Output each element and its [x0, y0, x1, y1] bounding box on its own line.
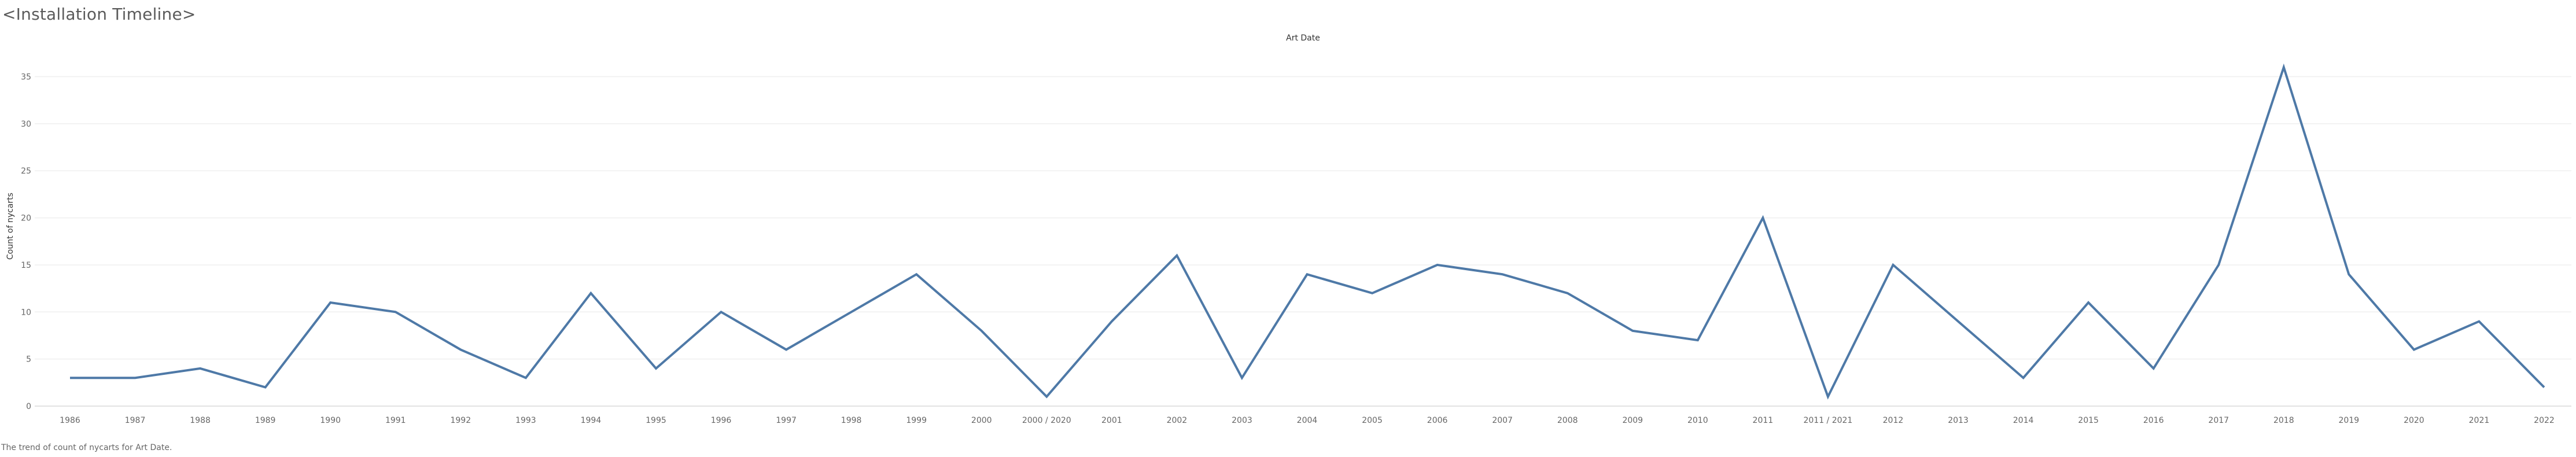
x-axis-ticks: 1986 1987 1988 1989 1990 1991 1992 1993 1994 1995… [60, 416, 2555, 425]
data-point[interactable] [718, 308, 725, 315]
data-point[interactable] [1955, 318, 1962, 325]
y-tick-label: 15 [21, 261, 31, 270]
data-point[interactable] [1369, 290, 1376, 297]
data-point[interactable] [1173, 252, 1180, 259]
data-point[interactable] [978, 327, 985, 334]
x-tick-label: 2017 [2208, 416, 2229, 425]
x-tick-label: 2012 [1883, 416, 1904, 425]
chart-title: Art Date [1286, 34, 1320, 43]
x-tick-label: 1999 [906, 416, 927, 425]
x-tick-label: 2022 [2534, 416, 2555, 425]
x-tick-label: 1996 [711, 416, 732, 425]
x-tick-label: 1997 [776, 416, 797, 425]
x-tick-label: 2016 [2143, 416, 2164, 425]
data-point[interactable] [2150, 365, 2157, 372]
data-point[interactable] [653, 365, 659, 372]
data-point[interactable] [1108, 318, 1115, 325]
data-point[interactable] [2020, 374, 2027, 381]
x-tick-label: 2008 [1557, 416, 1578, 425]
data-point[interactable] [457, 346, 464, 353]
chart-caption: The trend of count of nycarts for Art Da… [1, 443, 172, 452]
data-point[interactable] [1564, 290, 1571, 297]
x-tick-label: 2001 [1101, 416, 1122, 425]
x-tick-label: 1991 [385, 416, 406, 425]
data-point[interactable] [392, 308, 399, 315]
x-tick-label: 2021 [2469, 416, 2490, 425]
x-tick-label: 1988 [190, 416, 211, 425]
x-tick-label: 2015 [2078, 416, 2099, 425]
x-tick-label: 1995 [646, 416, 666, 425]
data-point[interactable] [2280, 64, 2287, 71]
data-point[interactable] [522, 374, 529, 381]
data-point[interactable] [67, 374, 73, 381]
data-point[interactable] [2411, 346, 2417, 353]
x-tick-label: 2018 [2273, 416, 2294, 425]
y-tick-label: 10 [21, 308, 31, 317]
x-tick-label: 1994 [581, 416, 602, 425]
data-point[interactable] [2345, 271, 2352, 278]
data-point[interactable] [913, 271, 920, 278]
x-tick-label: 1987 [125, 416, 146, 425]
y-axis-title: Count of nycarts [6, 193, 15, 260]
series-line [70, 63, 2545, 400]
y-tick-label: 35 [21, 73, 31, 82]
data-point[interactable] [783, 346, 790, 353]
y-axis-ticks: 0 5 10 15 20 25 30 35 [21, 73, 31, 411]
data-point[interactable] [327, 299, 334, 306]
data-point[interactable] [2541, 384, 2548, 390]
y-tick-label: 30 [21, 120, 31, 129]
data-point[interactable] [1239, 374, 1245, 381]
x-tick-label: 2000 [971, 416, 992, 425]
x-tick-label: 1990 [320, 416, 341, 425]
x-tick-label: 2004 [1297, 416, 1318, 425]
gridlines [35, 76, 2571, 407]
x-tick-label: 2013 [1948, 416, 1969, 425]
x-tick-label: 1992 [450, 416, 471, 425]
data-point[interactable] [1825, 393, 1831, 400]
x-tick-label: 1998 [841, 416, 862, 425]
series-layer [67, 63, 2548, 400]
data-point[interactable] [1629, 327, 1636, 334]
x-tick-label: 2010 [1687, 416, 1708, 425]
data-point[interactable] [848, 308, 855, 315]
data-point[interactable] [1694, 337, 1701, 344]
data-point[interactable] [2085, 299, 2092, 306]
x-tick-label: 2006 [1427, 416, 1448, 425]
x-tick-label: 2019 [2339, 416, 2360, 425]
data-point[interactable] [1759, 215, 1766, 222]
data-point[interactable] [2215, 261, 2222, 268]
y-tick-label: 0 [26, 402, 31, 411]
x-tick-label: 2009 [1622, 416, 1643, 425]
y-tick-label: 5 [26, 355, 31, 364]
x-tick-label: 1993 [515, 416, 536, 425]
x-tick-label: 2011 [1753, 416, 1774, 425]
y-tick-label: 20 [21, 214, 31, 223]
data-point[interactable] [2475, 318, 2482, 325]
data-point[interactable] [1304, 271, 1311, 278]
x-tick-label: 2007 [1492, 416, 1513, 425]
x-tick-label: 2003 [1232, 416, 1252, 425]
data-point[interactable] [1434, 261, 1441, 268]
x-tick-label: 2020 [2404, 416, 2424, 425]
data-point[interactable] [1043, 393, 1050, 400]
data-point[interactable] [197, 365, 204, 372]
dashboard-title: <Installation Timeline> [2, 5, 196, 24]
x-tick-label: 2014 [2013, 416, 2034, 425]
x-tick-label: 2000 / 2020 [1022, 416, 1071, 425]
data-point[interactable] [262, 384, 269, 390]
data-point[interactable] [587, 290, 594, 297]
x-tick-label: 2011 / 2021 [1803, 416, 1852, 425]
y-tick-label: 25 [21, 167, 31, 176]
data-point[interactable] [132, 374, 139, 381]
x-tick-label: 2005 [1362, 416, 1383, 425]
x-tick-label: 1986 [60, 416, 80, 425]
data-point[interactable] [1889, 261, 1896, 268]
x-tick-label: 2002 [1167, 416, 1188, 425]
data-point[interactable] [1499, 271, 1506, 278]
x-tick-label: 1989 [255, 416, 276, 425]
